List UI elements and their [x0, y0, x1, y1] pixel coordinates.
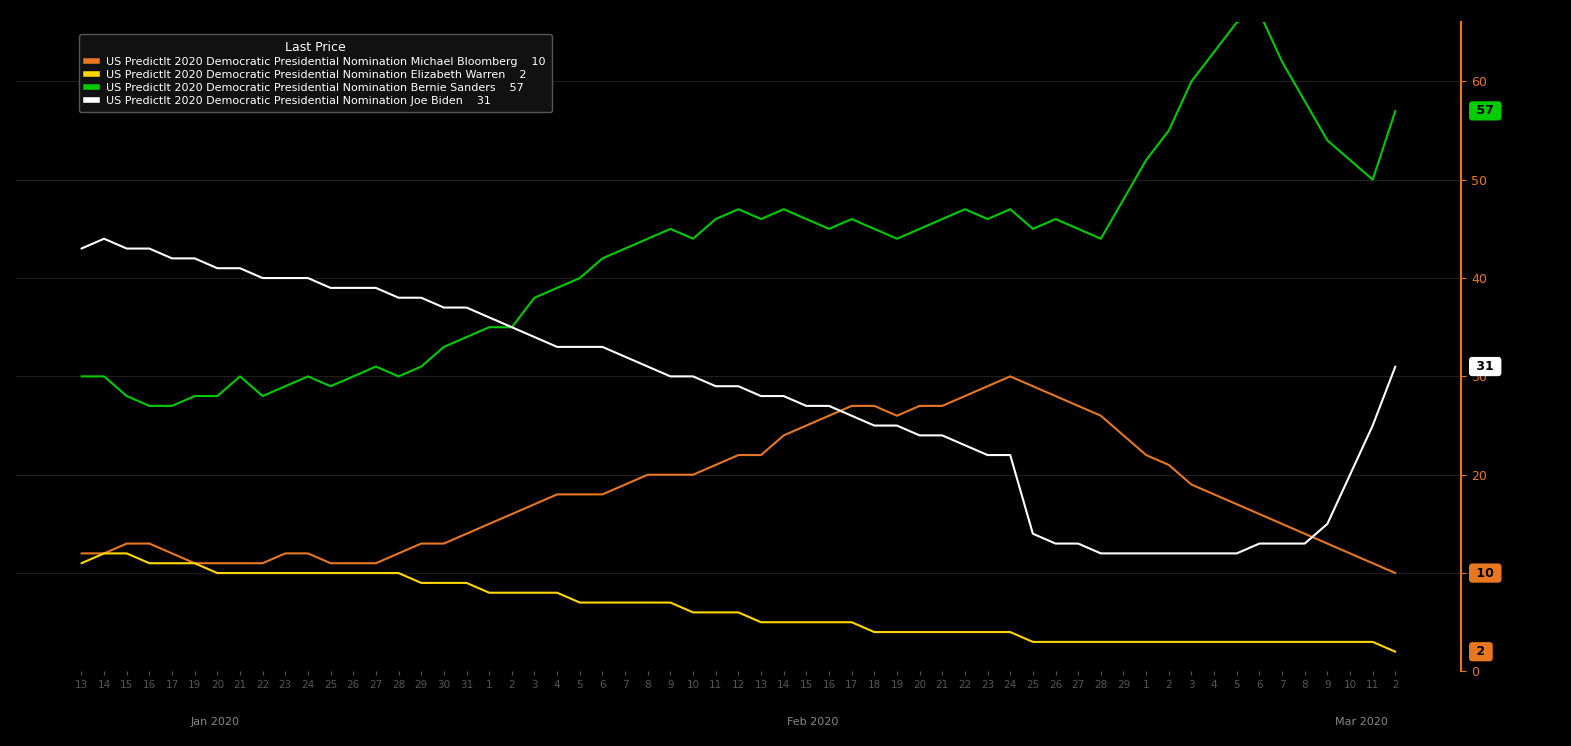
- Text: Mar 2020: Mar 2020: [1335, 717, 1387, 727]
- Text: Feb 2020: Feb 2020: [787, 717, 839, 727]
- Text: 57: 57: [1472, 104, 1499, 117]
- Text: Jan 2020: Jan 2020: [190, 717, 239, 727]
- Legend: US PredictIt 2020 Democratic Presidential Nomination Michael Bloomberg    10, US: US PredictIt 2020 Democratic Presidentia…: [79, 34, 551, 113]
- Text: 2: 2: [1472, 645, 1489, 658]
- Text: 31: 31: [1472, 360, 1499, 373]
- Text: 10: 10: [1472, 566, 1499, 580]
